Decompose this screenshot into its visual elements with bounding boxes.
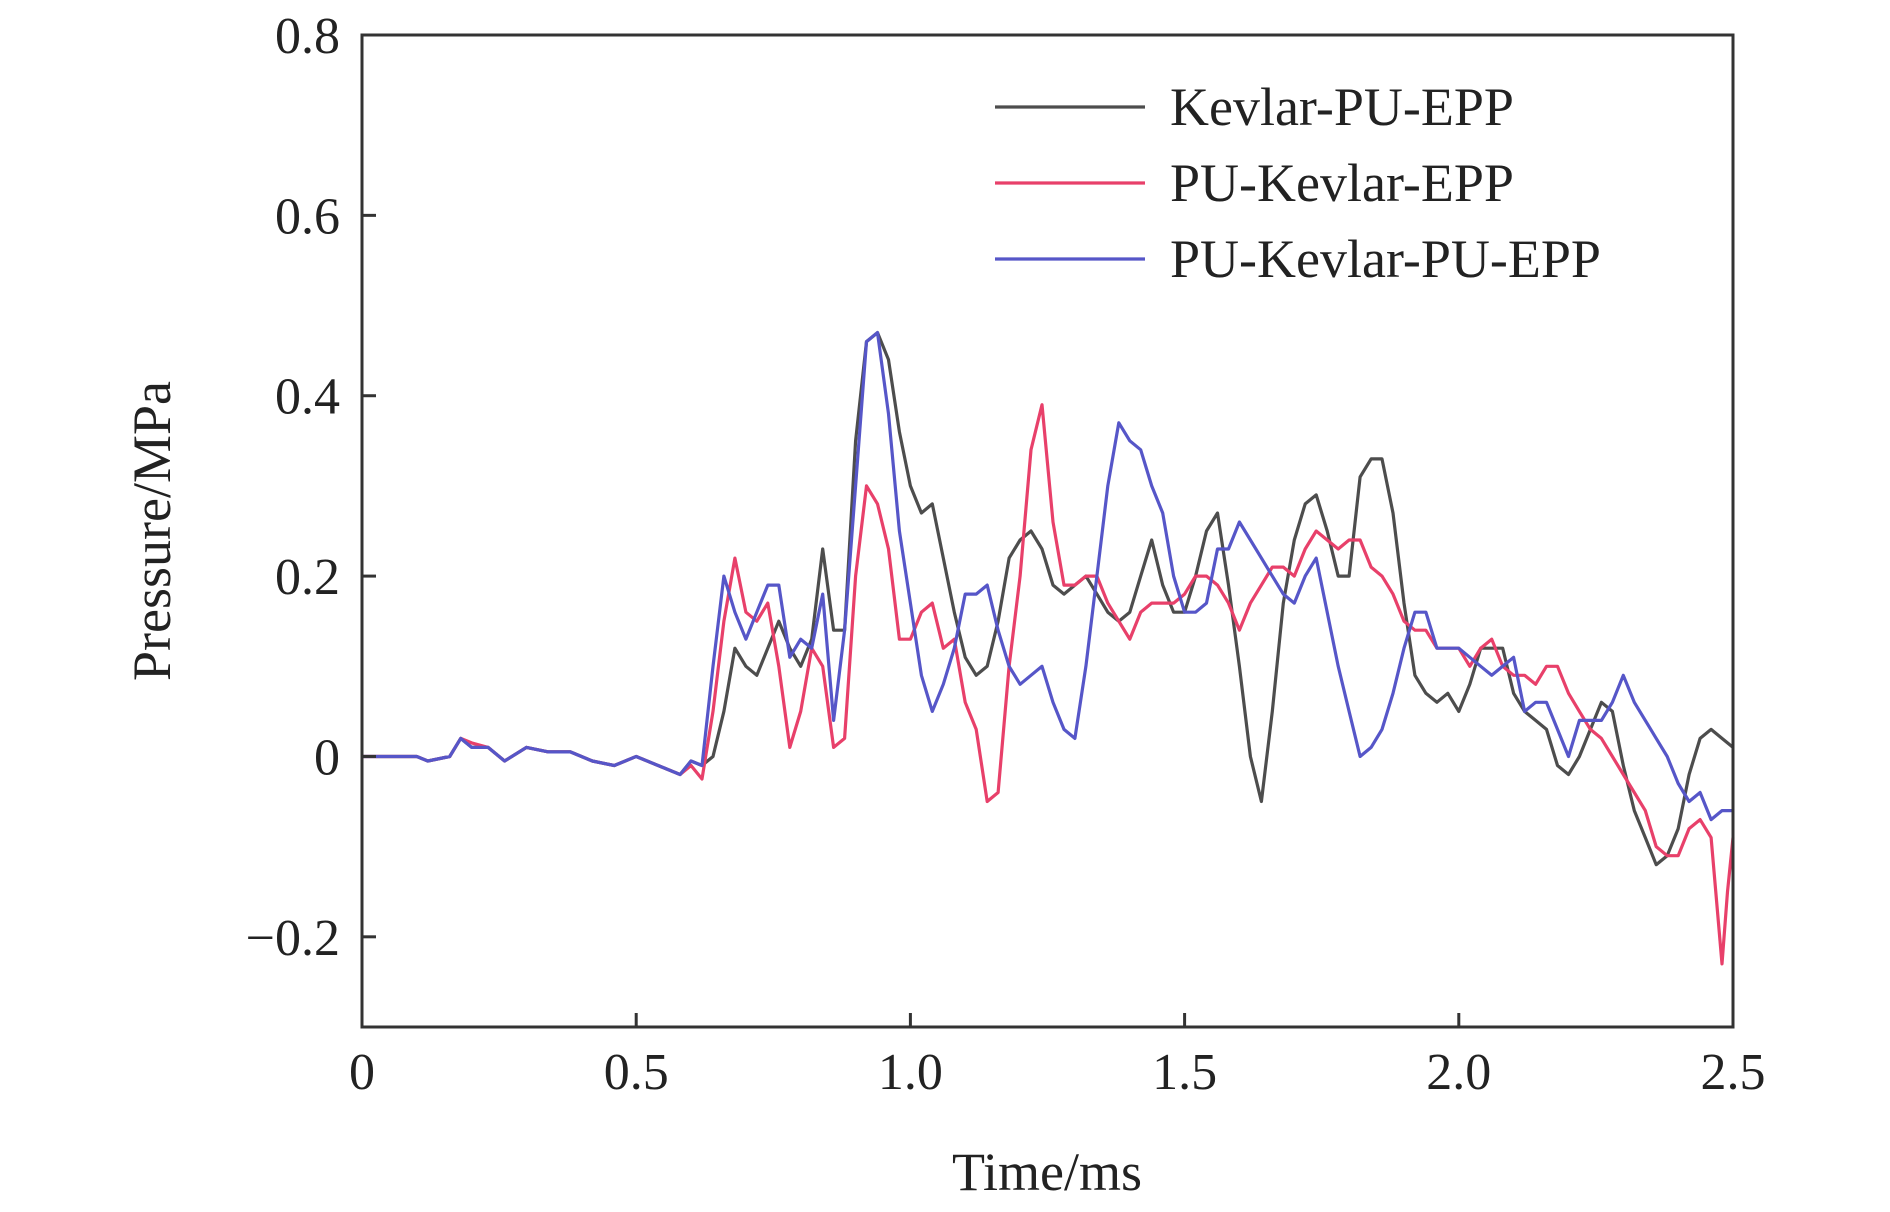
tick-labels-layer: 0 0.5 1.0 1.5 2.0 2.5 −0.2 0 0.2 0.4 0.6 0.8: [246, 8, 1766, 1101]
legend-label-3: PU-Kevlar-PU-EPP: [1170, 229, 1601, 289]
legend-label-1: Kevlar-PU-EPP: [1170, 77, 1514, 137]
legend: Kevlar-PU-EPP PU-Kevlar-EPP PU-Kevlar-PU-E…: [995, 77, 1601, 289]
x-tick-label: 0: [349, 1044, 375, 1101]
plot-frame: [360, 33, 1735, 1029]
x-tick-label: 0.5: [604, 1044, 669, 1101]
legend-label-2: PU-Kevlar-EPP: [1170, 153, 1514, 213]
series-layer: [362, 331, 1735, 966]
x-tick-label: 2.0: [1426, 1044, 1491, 1101]
series-line-2: [362, 403, 1735, 966]
y-tick-label: −0.2: [246, 910, 340, 967]
series-line-3: [362, 331, 1733, 822]
ticks-layer: [360, 33, 1735, 1027]
series-line-1: [362, 331, 1735, 867]
y-tick-label: 0.4: [275, 369, 340, 426]
y-axis-title: Pressure/MPa: [122, 381, 182, 681]
y-tick-label: 0.8: [275, 8, 340, 65]
x-tick-label: 2.5: [1701, 1044, 1766, 1101]
x-axis-title: Time/ms: [952, 1142, 1142, 1202]
x-tick-label: 1.5: [1152, 1044, 1217, 1101]
y-tick-label: 0.6: [275, 188, 340, 245]
y-tick-label: 0: [314, 729, 340, 786]
x-tick-label: 1.0: [878, 1044, 943, 1101]
y-tick-label: 0.2: [275, 549, 340, 606]
